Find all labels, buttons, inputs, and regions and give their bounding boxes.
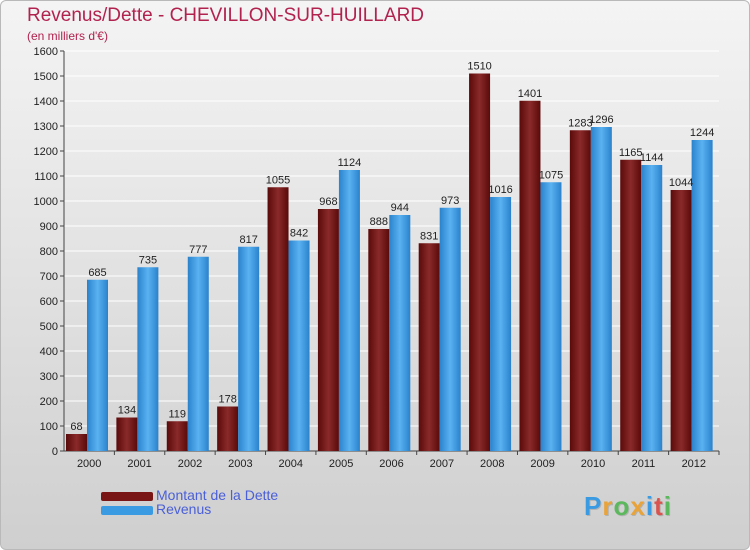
x-tick-label: 2005 [329,458,353,470]
bar-revenus [137,267,159,451]
bar-revenus [288,240,310,451]
chart-title: Revenus/Dette - CHEVILLON-SUR-HUILLARD [27,5,425,26]
legend-label-dette: Montant de la Dette [156,487,279,503]
legend-swatch-revenus [101,506,153,515]
bar-dette [418,243,440,451]
x-tick-label: 2006 [379,458,403,470]
bar-layer [66,73,713,451]
data-label-revenus: 1144 [640,152,664,164]
y-tick-label: 1200 [34,146,58,158]
bar-revenus [187,256,209,451]
x-tick-label: 2008 [480,458,504,470]
x-tick-label: 2002 [178,458,202,470]
bar-dette [166,421,188,451]
legend-swatch-dette [101,492,153,501]
y-tick-label: 500 [40,321,58,333]
x-tick-label: 2000 [77,458,101,470]
x-tick-label: 2012 [682,458,706,470]
data-label-dette: 1283 [568,117,592,129]
data-label-revenus: 685 [88,267,106,279]
bar-dette [267,187,289,451]
bar-revenus [238,246,260,451]
data-label-revenus: 817 [239,234,257,246]
data-label-dette: 888 [370,216,388,228]
y-tick-label: 700 [40,271,58,283]
data-label-dette: 119 [168,408,186,420]
y-tick-label: 1100 [34,171,58,183]
bar-revenus [691,140,713,451]
data-label-revenus: 735 [139,254,157,266]
data-label-dette: 1165 [619,147,643,159]
data-label-revenus: 777 [189,244,207,256]
bar-revenus [540,182,562,451]
y-tick-label: 400 [40,346,58,358]
y-tick-label: 1600 [34,46,58,58]
data-label-dette: 134 [118,405,136,417]
x-tick-label: 2001 [127,458,151,470]
data-label-revenus: 944 [391,202,409,214]
bar-dette [368,229,390,451]
data-label-dette: 68 [70,421,82,433]
data-label-dette: 178 [218,394,236,406]
data-label-revenus: 1075 [539,169,563,181]
x-tick-label: 2004 [278,458,302,470]
data-label-revenus: 973 [441,195,459,207]
x-tick-label: 2010 [581,458,605,470]
y-tick-label: 0 [52,446,58,458]
x-tick-label: 2007 [430,458,454,470]
bar-dette [620,159,642,451]
bar-revenus [641,165,663,451]
y-tick-label: 800 [40,246,58,258]
y-tick-label: 900 [40,221,58,233]
bar-dette [66,434,87,451]
label-layer: 68 685 134 735 119 777 178 817 1055 842 968 1124 888… [70,61,714,434]
y-tick-label: 100 [40,421,58,433]
y-tick-label: 1300 [34,121,58,133]
y-tick-label: 600 [40,296,58,308]
data-label-dette: 1510 [467,61,491,73]
y-tick-label: 1500 [34,71,58,83]
x-tick-label: 2011 [632,458,656,470]
bar-revenus [87,279,108,451]
bar-revenus [590,127,612,451]
data-label-revenus: 1124 [338,157,362,169]
data-label-revenus: 1016 [488,184,512,196]
bar-revenus [338,170,360,451]
bar-dette [670,190,692,451]
x-tick-label: 2003 [228,458,252,470]
bar-revenus [439,207,461,451]
data-label-dette: 1044 [669,177,693,189]
data-label-revenus: 1296 [589,114,613,126]
y-tick-label: 300 [40,371,58,383]
bar-dette [217,406,239,451]
legend-label-revenus: Revenus [156,501,212,517]
bar-dette [317,209,339,451]
bar-dette [569,130,591,451]
proxiti-logo: Proxiti [584,491,672,521]
y-tick-label: 1000 [34,196,58,208]
bar-dette [469,73,491,451]
bar-dette [519,100,541,451]
bar-revenus [490,197,512,451]
data-label-dette: 1055 [266,174,290,186]
axis-layer: 0 100 200 300 400 500 600 700 800 900 1000 1100 1200… [34,46,720,470]
data-label-revenus: 1244 [690,127,714,139]
bar-revenus [389,215,411,451]
data-label-revenus: 842 [290,228,308,240]
data-label-dette: 1401 [518,88,542,100]
x-tick-label: 2009 [530,458,554,470]
y-tick-label: 1400 [34,96,58,108]
data-label-dette: 968 [319,196,337,208]
chart-subtitle: (en milliers d'€) [27,29,108,43]
data-label-dette: 831 [420,230,438,242]
y-tick-label: 200 [40,396,58,408]
bar-dette [116,417,138,451]
